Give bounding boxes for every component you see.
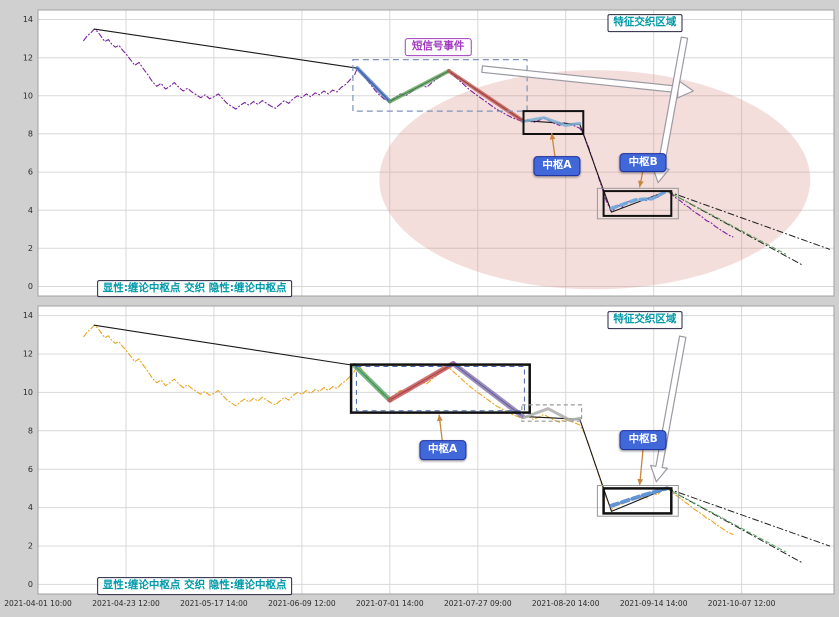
pivot-pointer-arrowhead-icon	[637, 478, 644, 486]
highlight-ellipse	[379, 70, 811, 290]
projection-2	[666, 487, 831, 547]
pivot-a-inner-box	[355, 366, 525, 412]
pivot-pointer-arrowhead-icon	[549, 133, 556, 140]
stroke-down-1	[355, 66, 392, 104]
y-tick-label: 6	[28, 465, 33, 474]
y-tick-label: 2	[28, 244, 33, 253]
projection-1	[666, 190, 804, 266]
pivot-b-strokes	[609, 486, 669, 508]
y-tick-label: 2	[28, 542, 33, 551]
x-tick-label: 2021-07-27 09:00	[444, 599, 512, 608]
projection-1	[666, 487, 804, 564]
stroke-up-1	[387, 69, 451, 104]
mid-gray-box	[521, 404, 583, 422]
panel-border	[37, 9, 835, 297]
y-tick-label: 8	[28, 426, 33, 435]
stroke-down-2	[450, 361, 526, 419]
y-tick-label: 12	[23, 53, 33, 62]
y-tick-label: 14	[23, 15, 33, 24]
projection-3	[666, 190, 787, 255]
y-tick-label: 0	[28, 282, 33, 291]
y-tick-label: 4	[28, 206, 33, 215]
y-tick-label: 4	[28, 503, 33, 512]
pivot-pointer-arrowhead-icon	[437, 414, 443, 422]
pivot-a-strokes	[521, 116, 582, 127]
projection-3	[666, 487, 787, 553]
pivot-a-box	[522, 110, 585, 135]
pivot-a-box	[349, 363, 531, 414]
x-tick-label: 2021-09-14 14:00	[620, 599, 688, 608]
x-tick-label: 2021-04-23 12:00	[92, 599, 160, 608]
signal-region-box	[352, 58, 528, 112]
y-tick-label: 10	[23, 91, 33, 100]
trend-line	[93, 324, 356, 367]
x-tick-label: 2021-05-17 14:00	[180, 599, 248, 608]
y-tick-label: 14	[23, 311, 33, 320]
x-tick-label: 2021-08-20 14:00	[532, 599, 600, 608]
pivot-b-outer-box	[596, 485, 679, 517]
x-tick-label: 2021-10-07 12:00	[708, 599, 776, 608]
y-tick-label: 10	[23, 388, 33, 397]
x-tick-label: 2021-04-01 10:00	[4, 599, 72, 608]
pivot-pointer-arrowhead-icon	[638, 180, 644, 188]
y-tick-label: 8	[28, 130, 33, 139]
y-tick-label: 12	[23, 350, 33, 359]
x-tick-label: 2021-06-09 12:00	[268, 599, 336, 608]
pivot-b-box	[602, 190, 673, 217]
pivot-a-strokes	[522, 407, 582, 422]
callout-big-arrow-icon	[650, 335, 687, 483]
stroke-down-1	[352, 363, 393, 403]
y-tick-label: 0	[28, 580, 33, 589]
pivot-b-outer-box	[596, 187, 679, 220]
pivot-b-box	[602, 487, 673, 515]
stroke-down-2	[446, 69, 525, 123]
y-tick-label: 6	[28, 168, 33, 177]
projection-2	[666, 190, 831, 250]
panel-background-bottom	[38, 306, 834, 594]
stroke-up-1	[387, 361, 456, 403]
x-tick-label: 2021-07-01 14:00	[356, 599, 424, 608]
trend-line	[93, 28, 358, 69]
pivot-b-strokes	[609, 189, 669, 211]
panel-border	[37, 305, 835, 595]
